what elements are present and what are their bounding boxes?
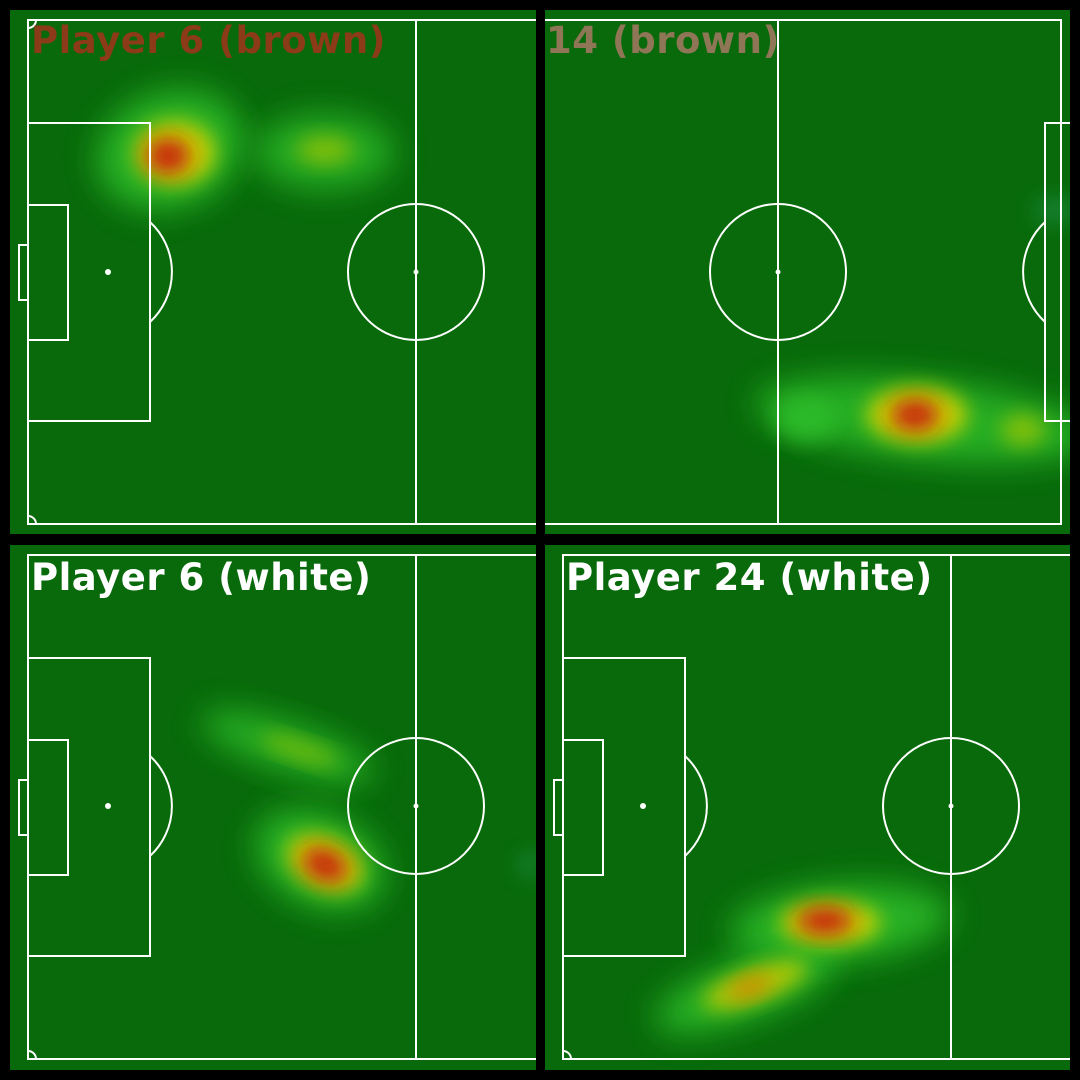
heat-blobs bbox=[202, 711, 536, 911]
panel-title: Player 24 (white) bbox=[566, 556, 933, 599]
heatmap-panel-player-24-white: Player 24 (white) bbox=[545, 545, 1070, 1070]
pitch-heatmap bbox=[545, 545, 1070, 1070]
pitch-surface bbox=[10, 10, 536, 534]
penalty-spot bbox=[105, 803, 111, 809]
heat-blobs bbox=[755, 196, 1070, 464]
heat-blobs bbox=[96, 89, 395, 211]
center-spot bbox=[775, 269, 781, 275]
pitch-heatmap bbox=[10, 10, 536, 534]
center-spot bbox=[413, 803, 419, 809]
panel-title: Player 6 (white) bbox=[31, 556, 372, 599]
center-spot bbox=[413, 269, 419, 275]
pitch-heatmap bbox=[545, 10, 1070, 534]
center-spot bbox=[948, 803, 954, 809]
heatmap-panel-player-6-white: Player 6 (white) bbox=[10, 545, 536, 1070]
pitch-heatmap bbox=[10, 545, 536, 1070]
heatmap-panel-player-6-brown: Player 6 (brown) bbox=[10, 10, 536, 534]
pitch-surface bbox=[10, 545, 536, 1070]
penalty-spot bbox=[640, 803, 646, 809]
heat-blobs bbox=[655, 883, 950, 1034]
penalty-spot bbox=[105, 269, 111, 275]
panel-title: 14 (brown) bbox=[546, 19, 780, 62]
heatmap-panel-player-14-brown: 14 (brown) bbox=[545, 10, 1070, 534]
panel-title: Player 6 (brown) bbox=[31, 19, 387, 62]
